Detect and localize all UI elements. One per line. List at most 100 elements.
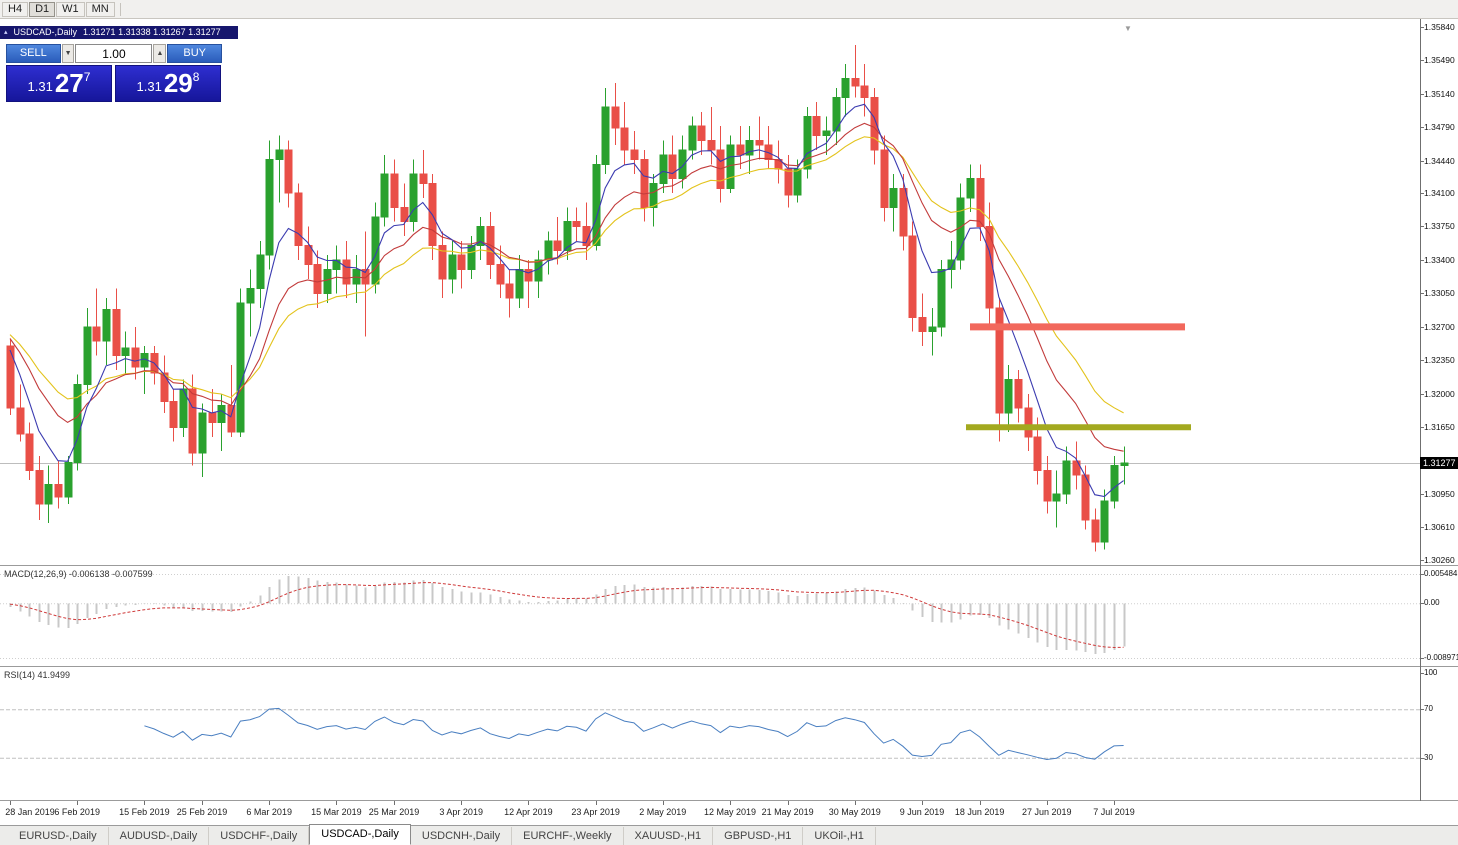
timeframe-button-mn[interactable]: MN xyxy=(85,1,115,17)
ohlc-values: 1.31271 1.31338 1.31267 1.31277 xyxy=(83,27,221,37)
chart-tab-usdchf-daily[interactable]: USDCHF-,Daily xyxy=(209,826,310,845)
date-axis-label: 12 Apr 2019 xyxy=(504,807,553,817)
date-axis-label: 25 Mar 2019 xyxy=(368,807,420,817)
one-click-trading-panel: SELL ▼ ▲ BUY 1.31 27 7 1.31 29 8 xyxy=(6,44,222,102)
price-axis-label: 1.33750 xyxy=(1424,221,1455,232)
chart-tab-bar: EURUSD-,Daily AUDUSD-,Daily USDCHF-,Daily U… xyxy=(0,824,1458,845)
buy-button[interactable]: BUY xyxy=(167,44,222,63)
date-axis-label: 28 Jan 2019 xyxy=(5,807,55,817)
volume-increase-button[interactable]: ▲ xyxy=(153,44,167,63)
trade-prices-row: 1.31 27 7 1.31 29 8 xyxy=(6,65,222,102)
sell-button[interactable]: SELL xyxy=(6,44,61,63)
price-axis-label: 1.30950 xyxy=(1424,489,1455,500)
axis-tick xyxy=(1420,326,1424,328)
axis-tick xyxy=(1420,757,1424,759)
price-axis-label: 1.32700 xyxy=(1424,321,1455,332)
chart-tab-audusd-daily[interactable]: AUDUSD-,Daily xyxy=(109,826,210,845)
date-axis-tick xyxy=(528,801,529,805)
macd-axis-label: -0.008971 xyxy=(1424,653,1458,662)
ma-mid-red-line xyxy=(9,122,1124,452)
date-axis-tick xyxy=(855,801,856,805)
price-axis-label: 1.35490 xyxy=(1424,55,1455,66)
axis-tick xyxy=(1420,393,1424,395)
symbol-label: USDCAD-,Daily xyxy=(13,27,78,37)
date-axis-label: 21 May 2019 xyxy=(761,807,814,817)
timeframe-button-h4[interactable]: H4 xyxy=(2,1,29,17)
axis-tick xyxy=(1420,60,1424,62)
price-axis-label: 1.31650 xyxy=(1424,422,1455,433)
axis-tick xyxy=(1420,658,1424,659)
date-axis-label: 2 May 2019 xyxy=(639,807,687,817)
chart-tab-xauusd-h1[interactable]: XAUUSD-,H1 xyxy=(624,826,714,845)
timeframe-button-w1[interactable]: W1 xyxy=(56,1,85,17)
axis-tick xyxy=(1420,526,1424,528)
pane-separator-dates xyxy=(0,800,1458,801)
date-axis-tick xyxy=(1114,801,1115,805)
sell-price-display[interactable]: 1.31 27 7 xyxy=(6,65,112,102)
axis-tick xyxy=(1420,603,1424,605)
date-axis-tick xyxy=(10,801,11,805)
timeframe-toolbar: H4 D1 W1 MN xyxy=(0,0,1458,19)
price-axis-label: 1.33400 xyxy=(1424,254,1455,265)
date-axis-tick xyxy=(144,801,145,805)
date-axis-tick xyxy=(730,801,731,805)
axis-tick xyxy=(1420,709,1424,711)
price-axis-label: 1.33050 xyxy=(1424,288,1455,299)
axis-tick xyxy=(1420,193,1424,195)
date-axis-tick xyxy=(202,801,203,805)
candles-layer xyxy=(6,44,1129,552)
buy-price-prefix: 1.31 xyxy=(136,79,162,94)
price-axis-label: 1.35140 xyxy=(1424,88,1455,99)
chart-tab-usdcad-daily[interactable]: USDCAD-,Daily xyxy=(309,824,411,845)
chart-tab-ukoil-h1[interactable]: UKOil-,H1 xyxy=(803,826,876,845)
date-axis-tick xyxy=(980,801,981,805)
chart-tab-gbpusd-h1[interactable]: GBPUSD-,H1 xyxy=(713,826,804,845)
date-axis-tick xyxy=(394,801,395,805)
axis-tick xyxy=(1420,494,1424,496)
volume-decrease-button[interactable]: ▼ xyxy=(61,44,75,63)
rsi-line xyxy=(144,707,1124,761)
buy-price-big: 29 xyxy=(163,68,193,98)
price-axis-label: 1.30260 xyxy=(1424,555,1455,566)
toolbar-separator xyxy=(119,2,121,16)
date-axis-label: 30 May 2019 xyxy=(828,807,881,817)
timeframe-button-d1[interactable]: D1 xyxy=(29,1,56,17)
ma-fast-blue-line xyxy=(9,103,1124,498)
chart-shift-marker-icon[interactable]: ▼ xyxy=(1124,24,1132,33)
date-axis-tick xyxy=(77,801,78,805)
date-axis-label: 6 Feb 2019 xyxy=(54,807,100,817)
pane-separator-rsi[interactable] xyxy=(0,666,1458,667)
chart-tab-eurchf-weekly[interactable]: EURCHF-,Weekly xyxy=(512,826,624,845)
price-axis-label: 1.34790 xyxy=(1424,122,1455,133)
axis-tick xyxy=(1420,226,1424,228)
buy-price-display[interactable]: 1.31 29 8 xyxy=(115,65,221,102)
macd-axis-label: 0.00 xyxy=(1424,598,1440,608)
date-axis-tick xyxy=(663,801,664,805)
rsi-axis-label: 70 xyxy=(1424,704,1433,714)
chart-tab-usdcnh-daily[interactable]: USDCNH-,Daily xyxy=(411,826,513,845)
date-axis-tick xyxy=(336,801,337,805)
sell-price-prefix: 1.31 xyxy=(27,79,53,94)
axis-tick xyxy=(1420,93,1424,95)
date-axis-label: 23 Apr 2019 xyxy=(571,807,620,817)
date-axis-label: 15 Mar 2019 xyxy=(311,807,362,817)
chart-tab-eurusd-daily[interactable]: EURUSD-,Daily xyxy=(8,826,109,845)
trade-controls-row: SELL ▼ ▲ BUY xyxy=(6,44,222,63)
axis-tick xyxy=(1420,259,1424,261)
price-axis-label: 1.34100 xyxy=(1424,188,1455,199)
axis-tick xyxy=(1420,427,1424,429)
macd-indicator-label: MACD(12,26,9) -0.006138 -0.007599 xyxy=(4,569,153,579)
collapse-arrow-icon[interactable]: ▴ xyxy=(4,29,8,36)
ma-slow-yellow-line xyxy=(9,136,1124,414)
rsi-axis-label: 30 xyxy=(1424,752,1433,762)
volume-input[interactable] xyxy=(75,44,153,63)
sell-price-big: 27 xyxy=(54,68,84,98)
chart-canvas[interactable] xyxy=(0,0,1420,801)
pane-separator-macd[interactable] xyxy=(0,565,1458,566)
axis-tick xyxy=(1420,26,1424,28)
date-axis-tick xyxy=(788,801,789,805)
date-axis-tick xyxy=(596,801,597,805)
date-axis-tick xyxy=(461,801,462,805)
axis-tick xyxy=(1420,560,1424,562)
